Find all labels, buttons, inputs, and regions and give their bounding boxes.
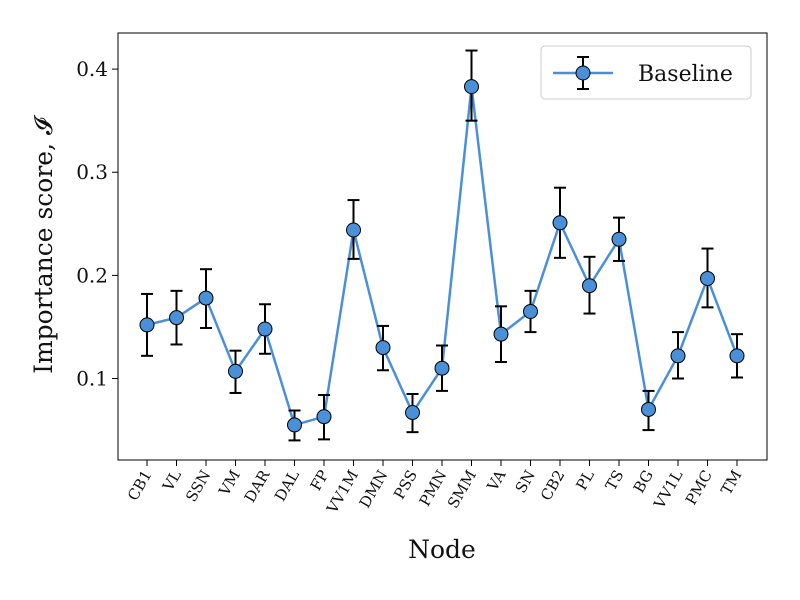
x-tick-label: CB2	[537, 467, 569, 504]
y-axis-label: Importance score, 𝓘	[29, 114, 58, 374]
data-point	[641, 401, 656, 417]
y-axis: 0.1 0.2 0.3 0.4	[76, 57, 118, 391]
data-point	[523, 303, 538, 319]
x-tick-label: VV1L	[650, 467, 687, 513]
y-tick-label: 0.1	[76, 367, 108, 391]
data-point	[582, 278, 597, 294]
x-tick-label: BG	[630, 467, 657, 496]
x-tick-label: PSS	[390, 467, 421, 502]
x-tick-label: FP	[307, 467, 333, 494]
data-point	[405, 405, 420, 421]
data-point	[611, 231, 627, 247]
data-point	[198, 290, 214, 306]
data-point	[316, 409, 332, 425]
y-tick-label: 0.4	[76, 57, 108, 81]
x-tick-label: TS	[602, 467, 628, 494]
data-point	[169, 310, 184, 326]
x-tick-label: VM	[215, 467, 244, 500]
x-axis-label: Node	[408, 535, 476, 564]
data-point	[257, 321, 273, 337]
x-tick-label: VA	[483, 467, 509, 495]
data-point	[464, 79, 479, 95]
data-point	[493, 326, 509, 342]
x-tick-label: TM	[717, 467, 745, 498]
y-tick-label: 0.3	[76, 160, 108, 184]
data-point	[700, 270, 715, 286]
x-tick-label: SSN	[182, 467, 214, 505]
data-point	[287, 417, 302, 433]
x-tick-label: DAL	[271, 467, 303, 504]
x-tick-label: CB1	[124, 467, 156, 504]
data-point	[729, 348, 745, 364]
x-tick-label: VL	[158, 467, 185, 495]
data-point	[139, 317, 155, 333]
x-tick-label: PMC	[682, 467, 716, 508]
x-tick-label: SN	[512, 467, 539, 496]
legend: Baseline	[540, 45, 752, 100]
y-tick-label: 0.2	[76, 263, 108, 287]
legend-marker	[575, 65, 591, 81]
x-tick-label: DMN	[356, 467, 392, 511]
data-series	[139, 49, 745, 442]
data-point	[434, 360, 450, 376]
data-point	[228, 363, 243, 379]
data-point	[346, 222, 361, 238]
x-tick-label: SMM	[444, 467, 480, 512]
data-point	[552, 215, 568, 231]
data-point	[670, 348, 686, 364]
data-point	[375, 340, 391, 356]
x-tick-label: DAR	[241, 466, 274, 505]
legend-label: Baseline	[638, 62, 733, 87]
x-tick-label: PL	[572, 467, 598, 493]
legend-box	[540, 45, 752, 100]
